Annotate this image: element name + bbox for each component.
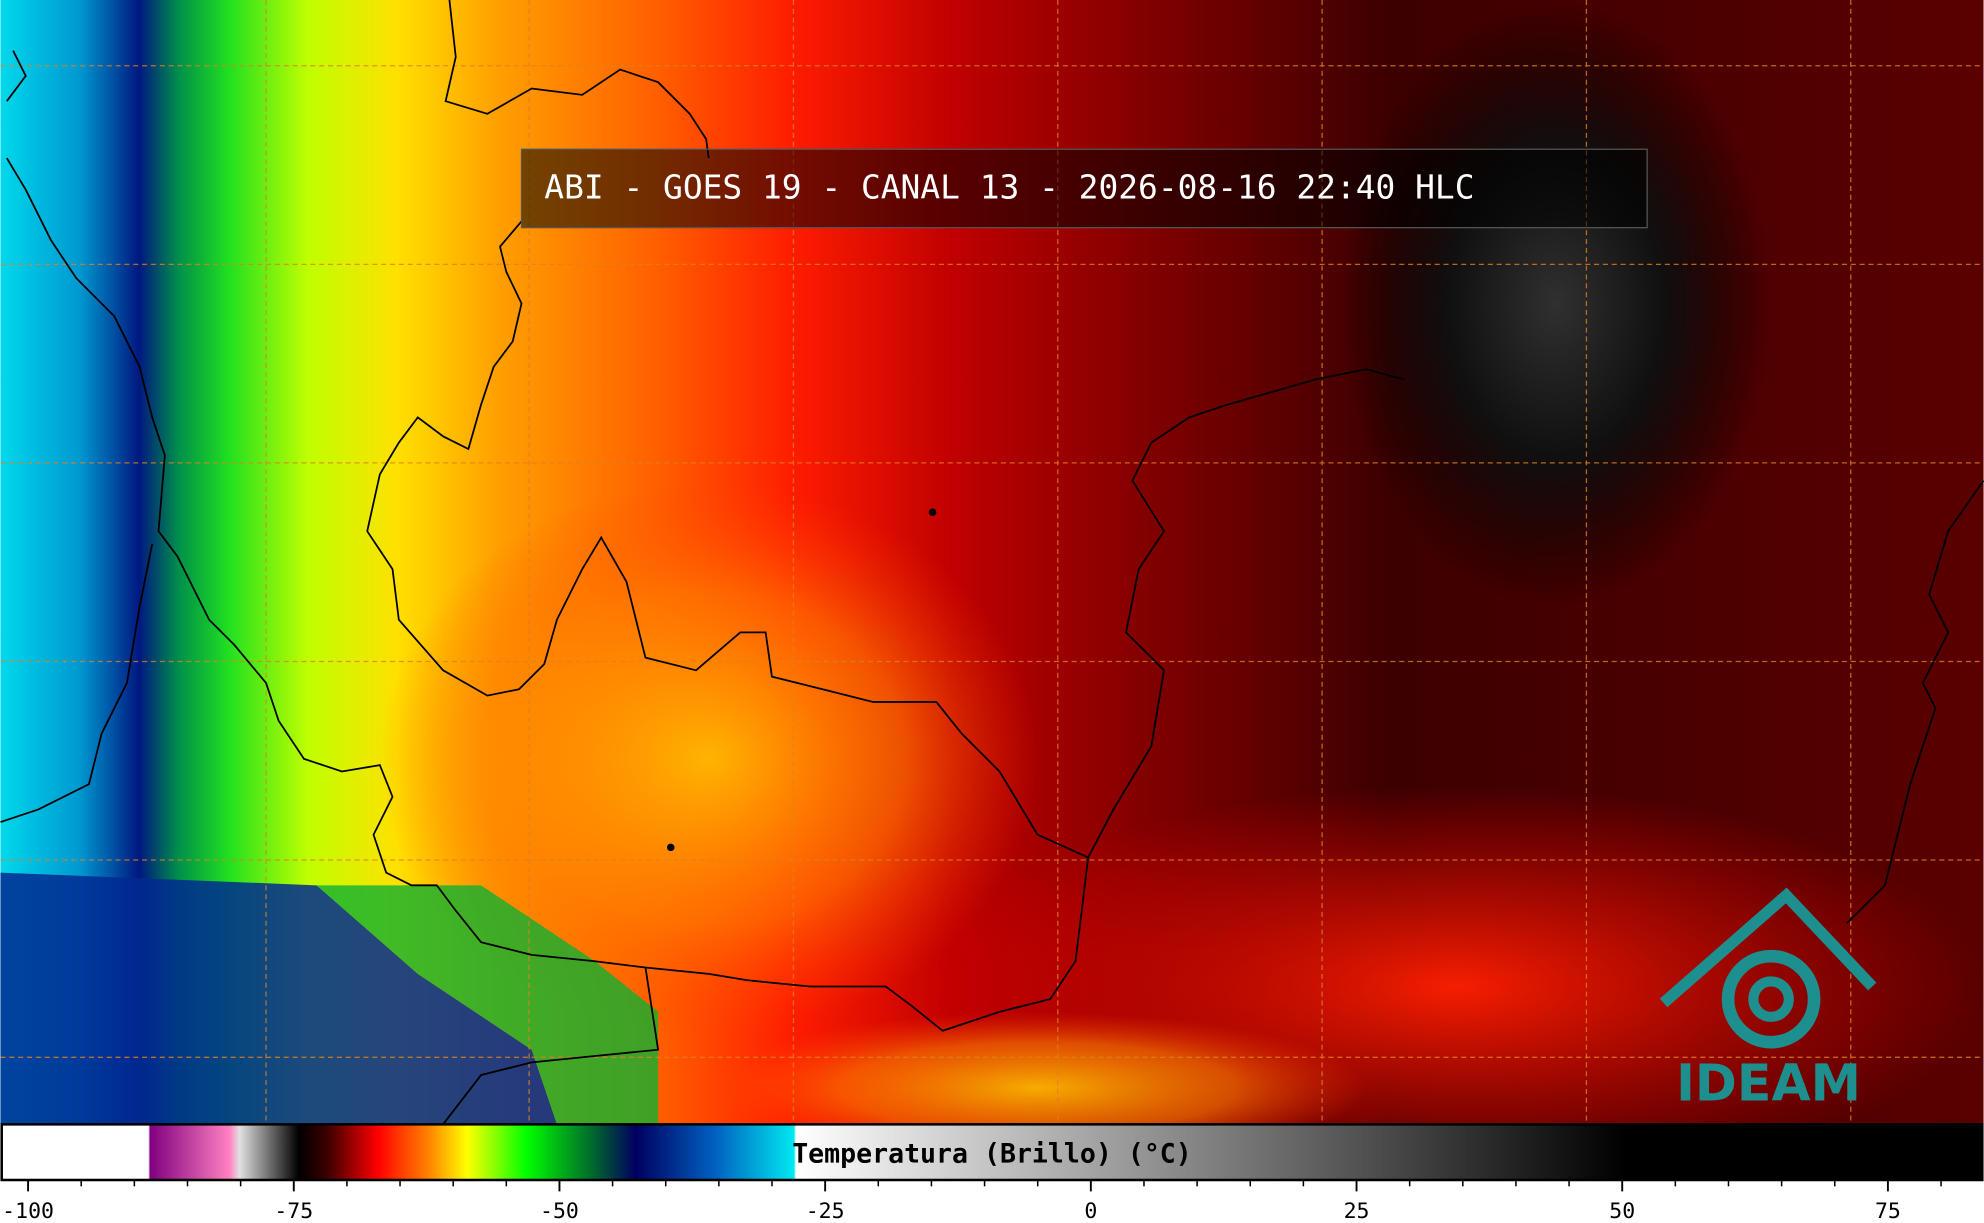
title: ABI - GOES 19 - CANAL 13 - 2026-08-16 22… — [544, 168, 1474, 207]
warm-area — [379, 480, 1038, 1038]
cold-top — [1341, 0, 1772, 608]
tick-label: -100 — [2, 1199, 54, 1223]
colorbar — [0, 1123, 1984, 1182]
title-box — [520, 148, 1648, 229]
city-marker — [666, 843, 675, 852]
tick-label: 75 — [1875, 1199, 1901, 1223]
colorbar-label: Temperatura (Brillo) (°C) — [792, 1138, 1192, 1169]
cold-area — [316, 885, 659, 1125]
colorbar-axis: -100 -75 -50 -25 0 25 50 75 — [2, 1179, 1942, 1223]
tick-label: -75 — [274, 1199, 313, 1223]
tick-label: 50 — [1609, 1199, 1635, 1223]
tick-label: 25 — [1344, 1199, 1370, 1223]
logo-text: IDEAM — [1676, 1053, 1861, 1112]
tick-label: -50 — [540, 1199, 579, 1223]
borders — [0, 0, 1984, 1125]
logo: IDEAM — [1659, 887, 1877, 1112]
cold-area — [0, 872, 557, 1125]
logo-roof — [1659, 887, 1877, 1008]
logo-swirl — [1721, 949, 1821, 1049]
city-marker — [928, 508, 937, 517]
logo-swirl — [1748, 976, 1794, 1022]
tick-label: -25 — [806, 1199, 845, 1223]
tick-label: 0 — [1084, 1199, 1097, 1223]
